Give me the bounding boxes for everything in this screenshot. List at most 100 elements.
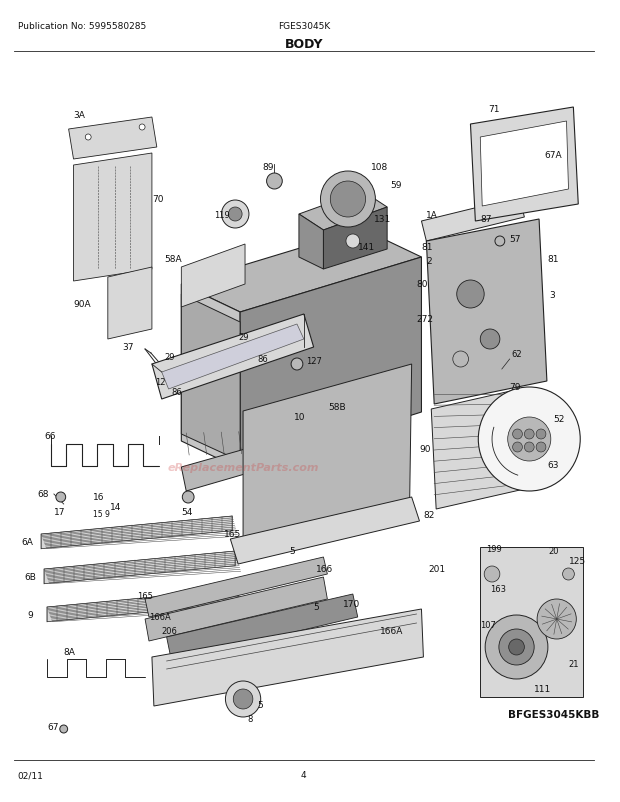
Circle shape [60, 725, 68, 733]
Text: 54: 54 [181, 508, 193, 516]
Circle shape [182, 492, 194, 504]
Polygon shape [181, 294, 240, 461]
Circle shape [508, 639, 525, 655]
Text: 70: 70 [152, 195, 164, 205]
Text: 67A: 67A [544, 150, 562, 160]
Text: 3A: 3A [74, 111, 86, 119]
Text: 71: 71 [488, 105, 500, 115]
Circle shape [56, 492, 66, 502]
Polygon shape [471, 107, 578, 221]
Circle shape [513, 429, 523, 439]
Text: 131: 131 [374, 215, 392, 225]
Text: 9: 9 [27, 611, 33, 620]
Polygon shape [432, 390, 525, 509]
Polygon shape [230, 497, 420, 565]
Polygon shape [145, 577, 327, 642]
Circle shape [485, 615, 548, 679]
Polygon shape [181, 431, 314, 492]
Circle shape [536, 443, 546, 452]
Text: 02/11: 02/11 [17, 770, 43, 780]
Circle shape [267, 174, 282, 190]
Text: 170: 170 [343, 600, 360, 609]
Circle shape [562, 569, 574, 581]
Text: 165: 165 [223, 530, 241, 539]
Text: 206: 206 [162, 626, 177, 636]
Text: eReplacementParts.com: eReplacementParts.com [167, 463, 319, 472]
Polygon shape [422, 198, 525, 241]
Text: 21: 21 [569, 660, 579, 669]
Text: 59: 59 [390, 180, 402, 189]
Text: 86: 86 [172, 388, 182, 397]
Text: 165: 165 [137, 592, 153, 601]
Text: 67: 67 [47, 723, 58, 731]
Text: 37: 37 [123, 343, 134, 352]
Text: 52: 52 [553, 415, 564, 424]
Text: 29: 29 [165, 353, 175, 362]
Text: 29: 29 [238, 333, 249, 342]
Text: 6B: 6B [25, 573, 37, 581]
Polygon shape [152, 610, 423, 706]
Text: 81: 81 [422, 242, 433, 251]
Text: BFGES3045KBB: BFGES3045KBB [508, 709, 599, 719]
Circle shape [513, 443, 523, 452]
Text: 17: 17 [54, 508, 65, 516]
Polygon shape [299, 215, 324, 269]
Text: 166A: 166A [380, 626, 404, 636]
Polygon shape [299, 192, 387, 231]
Text: 63: 63 [547, 461, 559, 470]
Text: 66: 66 [44, 432, 56, 441]
Polygon shape [181, 285, 240, 469]
Circle shape [484, 566, 500, 582]
Circle shape [226, 681, 261, 717]
Circle shape [480, 330, 500, 350]
Text: 199: 199 [486, 545, 502, 554]
Text: 90: 90 [420, 445, 431, 454]
Circle shape [346, 235, 360, 249]
Circle shape [221, 200, 249, 229]
Polygon shape [181, 229, 422, 313]
Circle shape [478, 387, 580, 492]
Text: 108: 108 [371, 164, 388, 172]
Circle shape [228, 208, 242, 221]
Text: 125: 125 [569, 557, 586, 565]
Polygon shape [243, 365, 412, 547]
Text: FGES3045K: FGES3045K [278, 22, 330, 31]
Polygon shape [74, 154, 152, 282]
Text: 14: 14 [110, 503, 121, 512]
Text: 12: 12 [155, 378, 166, 387]
Text: Publication No: 5995580285: Publication No: 5995580285 [17, 22, 146, 31]
Polygon shape [480, 547, 583, 697]
Text: 166A: 166A [149, 613, 170, 622]
Polygon shape [167, 594, 358, 661]
Text: 87: 87 [480, 215, 492, 225]
Polygon shape [240, 257, 422, 469]
Circle shape [291, 358, 303, 371]
Circle shape [233, 689, 253, 709]
Text: 80: 80 [417, 280, 428, 290]
Text: 79: 79 [510, 383, 521, 392]
Text: 16: 16 [93, 493, 105, 502]
Text: 3: 3 [549, 291, 555, 300]
Polygon shape [41, 516, 232, 549]
Text: 119: 119 [214, 210, 229, 219]
Circle shape [321, 172, 375, 228]
Circle shape [537, 599, 577, 639]
Text: 166: 166 [316, 565, 333, 573]
Text: 272: 272 [417, 315, 433, 324]
Text: 81: 81 [547, 255, 559, 264]
Text: 62: 62 [512, 350, 522, 359]
Polygon shape [44, 551, 235, 584]
Text: 15 9: 15 9 [93, 510, 110, 519]
Text: 90A: 90A [74, 300, 91, 309]
Circle shape [508, 418, 551, 461]
Polygon shape [108, 268, 152, 339]
Circle shape [139, 125, 145, 131]
Polygon shape [145, 557, 327, 618]
Polygon shape [152, 314, 314, 399]
Circle shape [525, 429, 534, 439]
Text: 8: 8 [247, 715, 252, 723]
Circle shape [453, 351, 469, 367]
Text: 82: 82 [423, 511, 435, 520]
Text: 5: 5 [289, 547, 295, 556]
Text: 89: 89 [263, 164, 274, 172]
